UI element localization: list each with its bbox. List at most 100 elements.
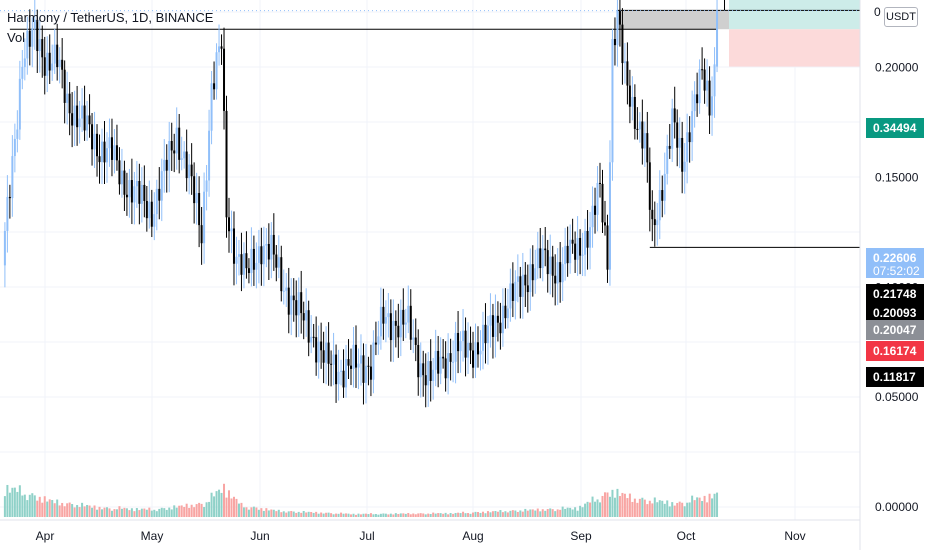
candle [711, 96, 714, 116]
price-label: 0.34494 [873, 121, 917, 135]
candle [628, 85, 631, 107]
volume-bar [16, 491, 19, 517]
volume-bar [78, 507, 81, 517]
volume-bar [369, 513, 372, 517]
volume-bar [514, 510, 517, 517]
candle [683, 161, 686, 172]
candle [556, 262, 559, 284]
volume-bar [125, 508, 128, 517]
volume-bar [676, 502, 679, 517]
candle [678, 137, 681, 148]
volume-bar [367, 514, 370, 517]
volume-bar [68, 502, 71, 517]
candle [429, 361, 432, 381]
candle [140, 184, 143, 204]
volume-bar [574, 507, 577, 517]
volume-bar [703, 495, 706, 517]
volume-bar [188, 507, 191, 517]
candle [180, 158, 183, 160]
volume-bar [494, 511, 497, 517]
price-label: 0.22606 [873, 251, 917, 265]
volume-bar [203, 507, 206, 517]
volume-bar [449, 513, 452, 517]
volume-bar [101, 509, 104, 517]
volume-bar [98, 506, 101, 517]
volume-bar [113, 509, 116, 517]
candle [51, 63, 54, 71]
volume-bar [297, 511, 300, 517]
candle [18, 78, 21, 130]
volume-bar [128, 510, 131, 517]
volume-bar [678, 501, 681, 517]
candle [78, 118, 81, 128]
candle [130, 180, 133, 203]
volume-bar [422, 513, 425, 517]
candle [135, 180, 138, 187]
price-label-countdown: 07:52:02 [873, 264, 920, 278]
volume-bar [467, 513, 470, 517]
candle [499, 322, 502, 334]
volume-bar [148, 507, 151, 517]
candle [581, 254, 584, 256]
volume-bar [332, 514, 335, 517]
currency-button[interactable]: USDT [884, 7, 918, 27]
volume-bar [359, 514, 362, 517]
candle [332, 354, 335, 365]
volume-bar [633, 498, 636, 517]
candle [653, 219, 656, 226]
volume-bar [372, 514, 375, 517]
volume-bar [242, 507, 245, 517]
volume-bar [536, 508, 539, 517]
volume-bar [58, 505, 61, 517]
volume-bar [280, 512, 283, 517]
candle [213, 83, 216, 90]
candle [506, 308, 509, 319]
volume-bar [628, 493, 631, 517]
candle [362, 355, 365, 383]
volume-bar [479, 512, 482, 517]
volume-bar [108, 508, 111, 517]
volume-bar [519, 510, 522, 517]
candle [613, 38, 616, 46]
volume-bar [603, 492, 606, 517]
candle [359, 355, 362, 364]
candle [128, 180, 131, 198]
volume-bar [123, 507, 126, 517]
candle [526, 285, 529, 293]
volume-bar [66, 503, 69, 517]
volume-bar [235, 498, 238, 517]
candle [133, 186, 136, 203]
candle [481, 324, 484, 351]
candle [387, 313, 390, 318]
price-label-bg [866, 320, 924, 340]
candle [364, 365, 367, 383]
volume-bar [701, 501, 704, 517]
candle [36, 19, 39, 52]
candle [337, 371, 340, 385]
candle [389, 313, 392, 341]
volume-bar [556, 509, 559, 517]
candle [188, 164, 191, 179]
volume-bar [302, 511, 305, 517]
candle [61, 59, 64, 70]
candle [83, 105, 86, 131]
candle [320, 341, 323, 351]
volume-bar [608, 496, 611, 517]
candle [676, 122, 679, 148]
volume-bar [81, 502, 84, 517]
volume-bar [193, 507, 196, 517]
candle [195, 193, 198, 204]
volume-bar [330, 513, 333, 517]
candle [626, 61, 629, 86]
volume-bar [651, 503, 654, 517]
volume-bar [145, 509, 148, 517]
x-tick-label: Apr [36, 529, 55, 543]
candle [312, 336, 315, 338]
candle [374, 342, 377, 345]
candle [110, 137, 113, 160]
volume-bar [681, 502, 684, 517]
candle [462, 330, 465, 342]
volume-bar [708, 493, 711, 517]
